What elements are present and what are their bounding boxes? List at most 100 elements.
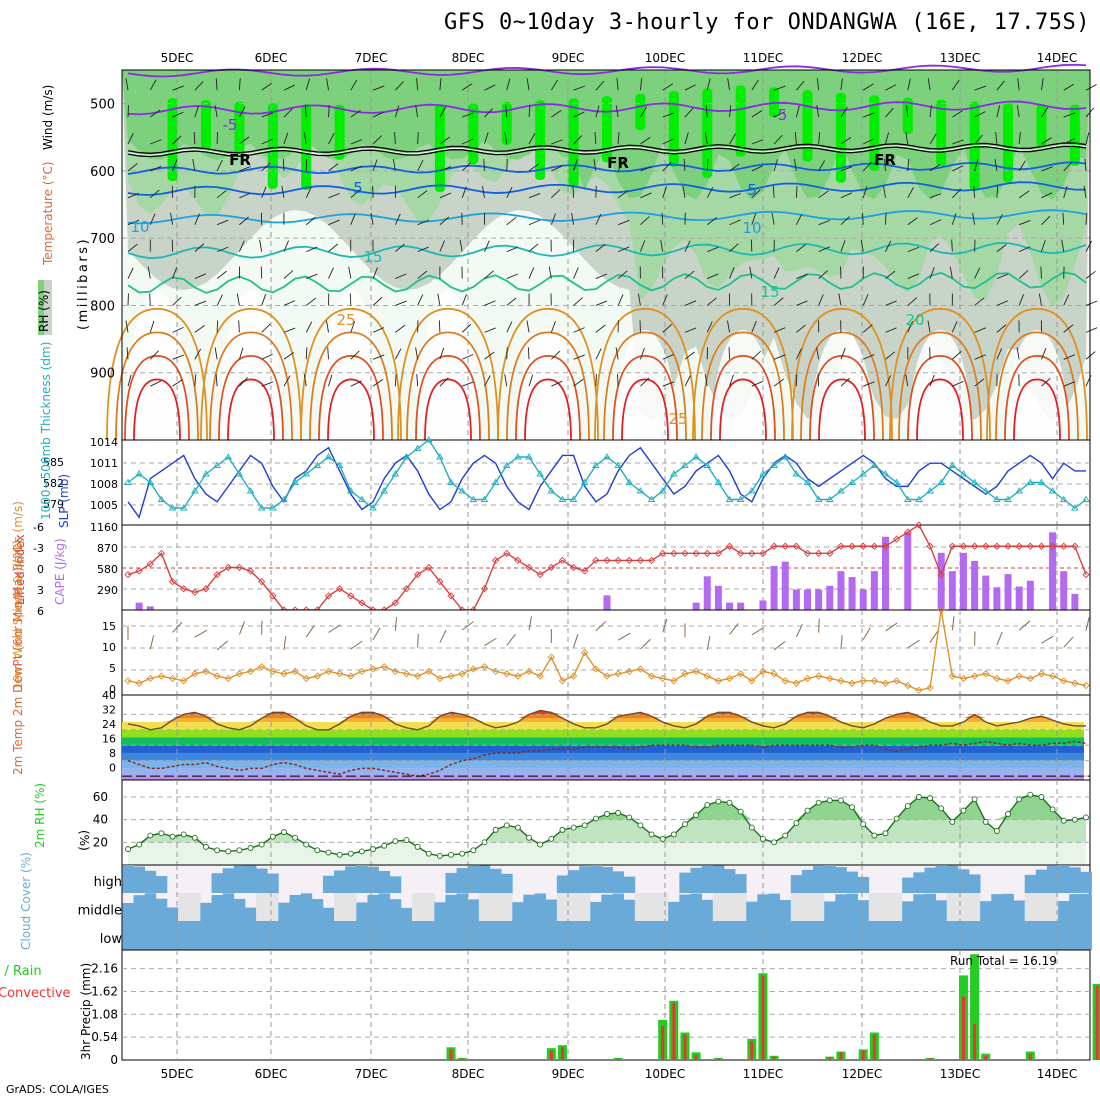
cloud-high-cell <box>356 865 368 893</box>
cloud-low-cell <box>1080 921 1092 950</box>
cloud-mid-cell <box>590 902 602 921</box>
cloud-mid-cell <box>613 894 625 921</box>
cloud-low-cell <box>178 921 190 950</box>
cape-bar <box>860 589 867 610</box>
rh2m-point <box>905 804 910 809</box>
temp-tick: 16 <box>102 733 116 746</box>
pressure-tick-label: 600 <box>90 165 115 180</box>
cape-tick: 1160 <box>90 521 118 534</box>
cloud-high-cell <box>624 877 636 893</box>
top-date-label: 12DEC <box>842 51 882 65</box>
cloud-mid-cell <box>323 908 335 921</box>
cloud-mid-cell <box>902 901 914 921</box>
cloud-low-cell <box>367 921 379 950</box>
rh2m-point <box>237 848 242 853</box>
cloud-mid-cell <box>367 895 379 921</box>
precip-conv-bar <box>750 1041 753 1060</box>
cape-bar <box>938 553 945 610</box>
precip-conv-bar <box>695 1055 698 1060</box>
cloud-mid-clear <box>412 893 424 921</box>
temp-band <box>122 745 1084 753</box>
rh2m-point <box>883 831 888 836</box>
cloud-mid-clear <box>802 893 814 921</box>
cloud-mid-cell <box>468 899 480 921</box>
cloud-mid-cell <box>156 899 168 921</box>
cloud-low-cell <box>122 921 133 950</box>
cape-bar <box>704 576 711 610</box>
cloud-low-cell <box>824 921 836 950</box>
slp-axis-label: SLP (mb) <box>57 474 71 528</box>
rh2m-point <box>605 812 610 817</box>
rh-unit: (%) <box>77 830 91 851</box>
cloud-high-cell <box>691 868 703 893</box>
cloud-mid-cell <box>301 893 313 921</box>
cloud-high-cell <box>802 870 814 893</box>
cloud-low-cell <box>490 921 502 950</box>
cloud-high-cell <box>735 874 747 893</box>
contour-label: FR <box>607 154 629 172</box>
cloud-low-cell <box>479 921 491 950</box>
cape-bar <box>960 553 967 610</box>
cape-bar <box>136 603 143 610</box>
cloud-mid-cell <box>445 895 457 921</box>
cloud-high-cell <box>557 875 569 893</box>
cloud-mid-cell <box>757 894 769 921</box>
top-date-label: 9DEC <box>552 51 585 65</box>
rh2m-point <box>850 805 855 810</box>
rh2m-point <box>972 797 977 802</box>
cloud-low-cell <box>412 921 424 950</box>
cloud-mid-clear <box>557 893 569 921</box>
rh2m-point <box>137 842 142 847</box>
cloud-low-cell <box>501 921 512 950</box>
rh2m-point <box>315 848 320 853</box>
cloud-mid-cell <box>278 903 290 921</box>
surface-wind-barb <box>819 619 820 633</box>
cloud-high-cell <box>902 878 914 893</box>
cape-bar <box>882 537 889 610</box>
cloud-low-cell <box>278 921 290 950</box>
rh2m-point <box>326 850 331 855</box>
cloud-mid-cell <box>434 902 446 921</box>
rh2m-point <box>226 849 231 854</box>
bottom-date-label: 10DEC <box>645 1067 685 1081</box>
cloud-mid-cell <box>980 901 992 921</box>
cloud-mid-clear <box>345 893 357 921</box>
slp-tick: 1011 <box>90 457 118 470</box>
contour-label: FR <box>874 151 896 169</box>
precip-tick: 1.08 <box>91 1007 118 1021</box>
precip-conv-bar <box>873 1035 876 1060</box>
cape-bar <box>1027 581 1034 610</box>
cape-bar <box>759 600 766 610</box>
cloud-low-cell <box>590 921 602 950</box>
cape-bar <box>782 562 789 610</box>
cloud-mid-cell <box>780 900 792 921</box>
cloud-mid-cell <box>835 894 847 921</box>
cloud-high-cell <box>969 874 981 893</box>
cloud-low-cell <box>969 921 981 950</box>
cloud-low-cell <box>579 921 591 950</box>
cloud-mid-cell <box>535 893 547 921</box>
top-date-label: 13DEC <box>940 51 980 65</box>
cloud-mid-cell <box>846 894 858 921</box>
cloud-high-cell <box>234 865 246 893</box>
cloud-high-cell <box>457 868 469 893</box>
cape-bar <box>771 566 778 610</box>
bottom-date-label: 14DEC <box>1037 1067 1077 1081</box>
cloud-mid-cell <box>401 908 413 921</box>
cloud-low-cell <box>535 921 547 950</box>
wind-barb <box>128 105 129 117</box>
cloud-mid-clear <box>646 893 658 921</box>
precip-conv-bar <box>717 1059 720 1060</box>
cloud-low-cell <box>813 921 825 950</box>
cape-bar <box>993 587 1000 610</box>
rh2m-point <box>515 825 520 830</box>
cloud-mid-cell <box>289 895 301 921</box>
rh2m-point <box>549 836 554 841</box>
cape-bar <box>815 589 822 610</box>
